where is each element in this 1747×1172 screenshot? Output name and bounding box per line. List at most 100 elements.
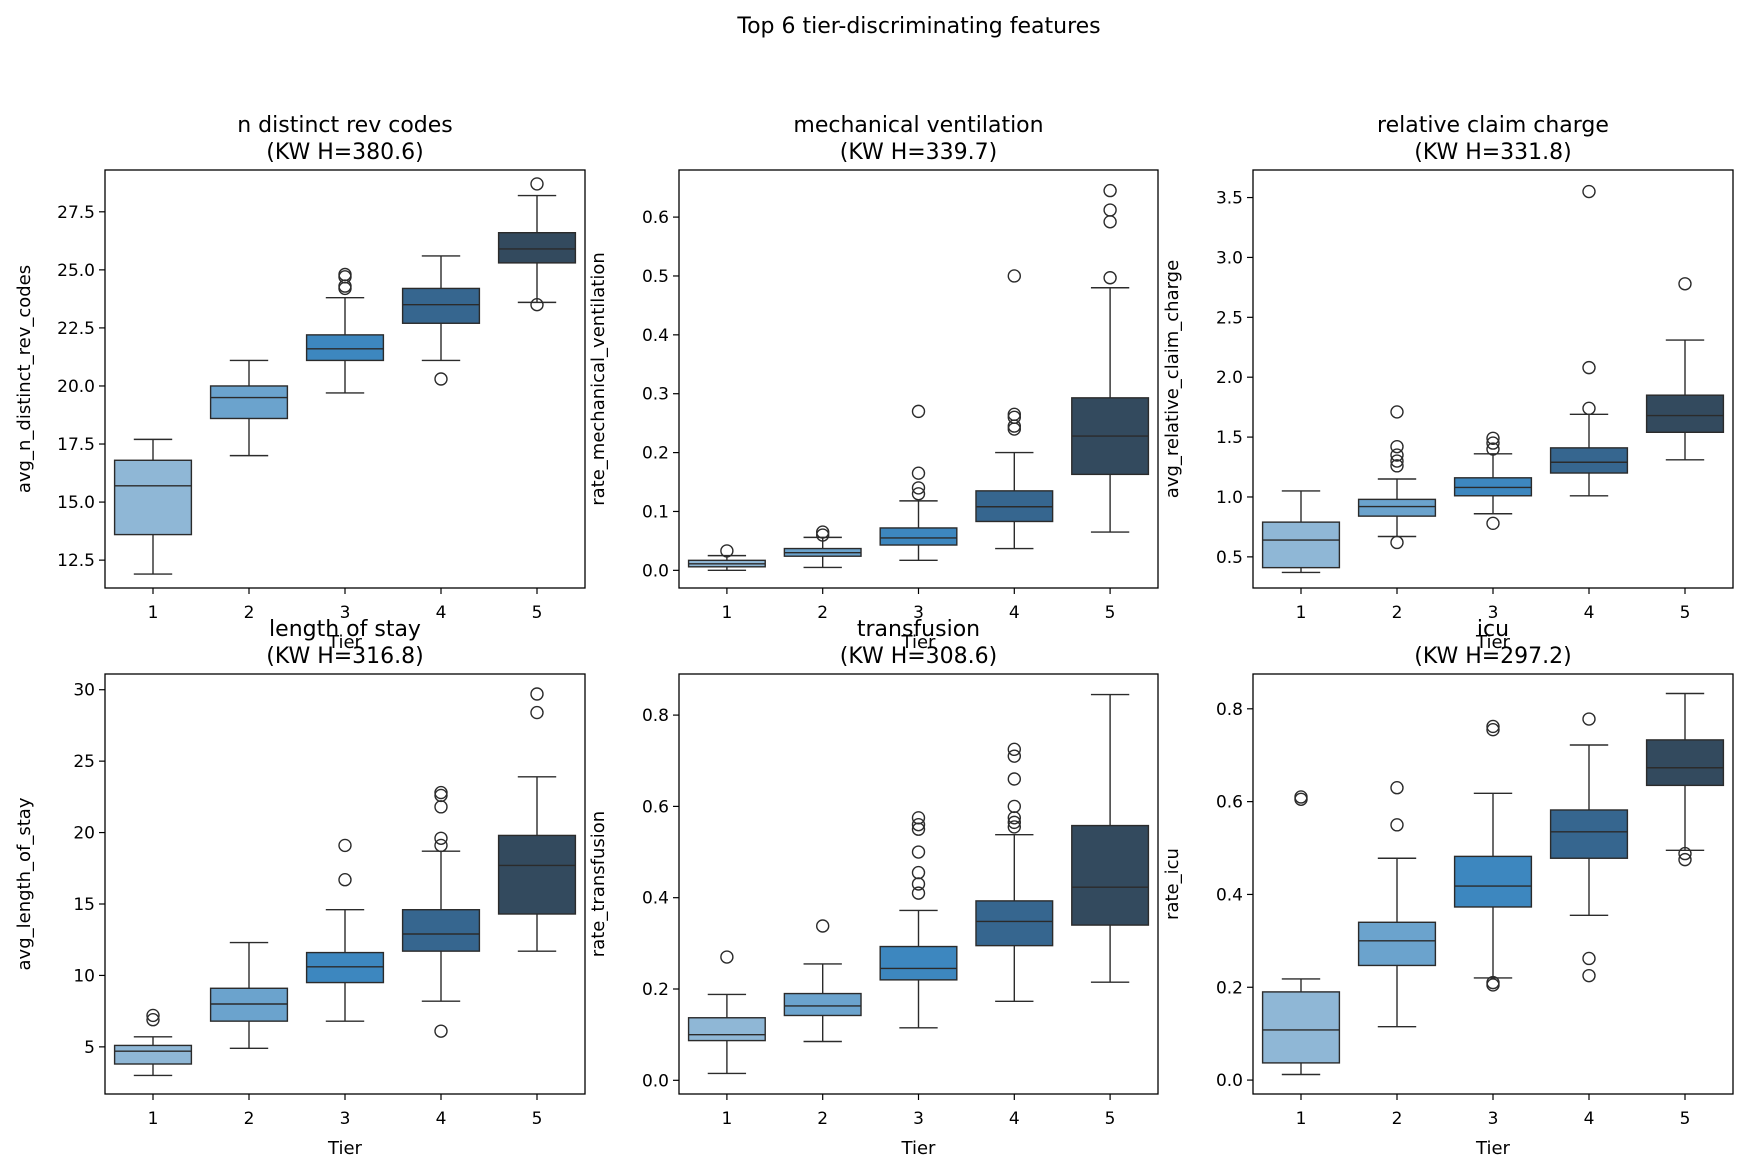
- subplot-4: length of stay(KW H=316.8) 5 10 15 20 25 30 1 2 3…: [14, 617, 586, 1159]
- iqr-box: [497, 231, 577, 264]
- x-axis-label: Tier: [1475, 632, 1511, 653]
- outlier-point: [911, 487, 926, 501]
- y-tick-label: 0.5: [642, 267, 669, 287]
- outlier-point: [1390, 818, 1404, 832]
- outlier-point: [1007, 269, 1021, 283]
- iqr-box: [975, 900, 1054, 947]
- outlier-point: [1103, 203, 1117, 217]
- iqr-box: [209, 987, 289, 1022]
- tier-3-boxplot: [879, 404, 958, 562]
- iqr-box: [401, 287, 481, 324]
- x-tick-label: 1: [148, 1109, 159, 1129]
- outlier-point: [911, 845, 926, 859]
- subplot-1: n distinct rev codes(KW H=380.6) 12.5 15.0…: [14, 113, 586, 653]
- outlier-point: [911, 886, 926, 900]
- iqr-box: [879, 945, 958, 981]
- outlier-point: [1390, 781, 1404, 795]
- y-tick-label: 0.0: [1216, 1071, 1243, 1091]
- axes-frame: [1252, 169, 1734, 589]
- subplot-6: icu(KW H=297.2) 0.0 0.2 0.4 0.6 0.8 1 2 3 4 5 Tier r…: [1162, 617, 1734, 1159]
- axes-frame: [678, 673, 1159, 1095]
- outlier-point: [1486, 719, 1500, 734]
- subplot-kw-statistic: (KW H=297.2): [1414, 644, 1572, 669]
- subplot-kw-statistic: (KW H=308.6): [840, 644, 998, 669]
- tier-5-boxplot: [497, 177, 577, 312]
- tier-4-boxplot: [1549, 184, 1629, 497]
- tier-2-boxplot: [1357, 781, 1437, 1028]
- tier-1-boxplot: [687, 544, 766, 572]
- tier-3-boxplot: [305, 267, 385, 394]
- outlier-point: [1007, 422, 1021, 436]
- tier-4-boxplot: [975, 269, 1054, 550]
- outlier-point: [338, 838, 352, 853]
- outlier-point: [434, 831, 448, 845]
- iqr-box: [783, 992, 862, 1017]
- subplot-title: n distinct rev codes: [237, 113, 453, 138]
- y-tick-label: 0.0: [642, 561, 669, 581]
- outlier-point: [1390, 535, 1404, 550]
- y-axis-label: avg_relative_claim_charge: [1162, 260, 1183, 498]
- x-axis-label: Tier: [327, 1138, 363, 1159]
- outlier-point: [434, 1024, 448, 1038]
- outlier-point: [530, 705, 544, 720]
- axes-frame: [104, 169, 586, 589]
- outlier-point: [1103, 271, 1117, 285]
- iqr-box: [879, 527, 958, 546]
- x-tick-label: 4: [1009, 603, 1020, 623]
- outlier-point: [1390, 405, 1404, 419]
- subplot-title: icu: [1477, 617, 1509, 642]
- x-tick-label: 3: [1488, 603, 1499, 623]
- outlier-point: [911, 865, 926, 880]
- outlier-point: [530, 687, 544, 701]
- iqr-box: [1549, 809, 1629, 859]
- y-tick-label: 5: [84, 1038, 95, 1058]
- y-tick-label: 0.2: [642, 980, 669, 1000]
- y-axis-label: rate_icu: [1162, 848, 1183, 920]
- tier-5-boxplot: [1071, 693, 1150, 983]
- x-tick-label: 3: [913, 1109, 924, 1129]
- x-tick-label: 2: [1392, 1109, 1403, 1129]
- x-tick-label: 2: [817, 603, 828, 623]
- subplot-kw-statistic: (KW H=380.6): [266, 140, 424, 165]
- x-tick-label: 4: [1584, 1109, 1595, 1129]
- outlier-point: [1007, 772, 1021, 786]
- outlier-point: [911, 481, 926, 495]
- y-tick-label: 0.4: [642, 326, 669, 346]
- subplot-title: mechanical ventilation: [793, 113, 1043, 138]
- x-axis-label: Tier: [901, 1138, 937, 1159]
- figure-title: Top 6 tier-discriminating features: [736, 14, 1100, 39]
- x-axis-label: Tier: [327, 632, 363, 653]
- x-tick-label: 5: [1105, 603, 1116, 623]
- y-tick-label: 0.4: [642, 889, 669, 909]
- y-tick-label: 25.0: [57, 261, 95, 281]
- tier-1-boxplot: [687, 950, 766, 1075]
- outlier-point: [1486, 722, 1500, 737]
- y-tick-label: 0.6: [642, 797, 669, 817]
- x-tick-label: 5: [1680, 603, 1691, 623]
- outlier-point: [1007, 407, 1021, 422]
- outlier-point: [434, 788, 448, 803]
- outlier-point: [1007, 815, 1021, 830]
- x-tick-label: 4: [436, 603, 447, 623]
- tier-2-boxplot: [783, 919, 862, 1043]
- y-tick-label: 0.2: [642, 444, 669, 464]
- x-tick-label: 2: [244, 1109, 255, 1129]
- x-tick-label: 2: [1392, 603, 1403, 623]
- x-tick-label: 2: [817, 1109, 828, 1129]
- x-tick-label: 1: [721, 1109, 732, 1129]
- iqr-box: [497, 834, 577, 915]
- x-tick-label: 5: [1105, 1109, 1116, 1129]
- tier-3-boxplot: [1453, 719, 1533, 992]
- subplot-3: relative claim charge(KW H=331.8) 0.5 1.0 1…: [1162, 113, 1734, 653]
- subplot-title: transfusion: [857, 617, 980, 642]
- subplot-title: relative claim charge: [1377, 113, 1609, 138]
- tier-2-boxplot: [783, 525, 862, 569]
- outlier-point: [1007, 799, 1021, 814]
- outlier-point: [434, 800, 448, 814]
- iqr-box: [113, 1044, 193, 1065]
- tier-5-boxplot: [497, 687, 577, 952]
- y-axis-label: avg_n_distinct_rev_codes: [14, 265, 35, 493]
- outlier-point: [720, 950, 734, 964]
- tier-4-boxplot: [401, 255, 481, 386]
